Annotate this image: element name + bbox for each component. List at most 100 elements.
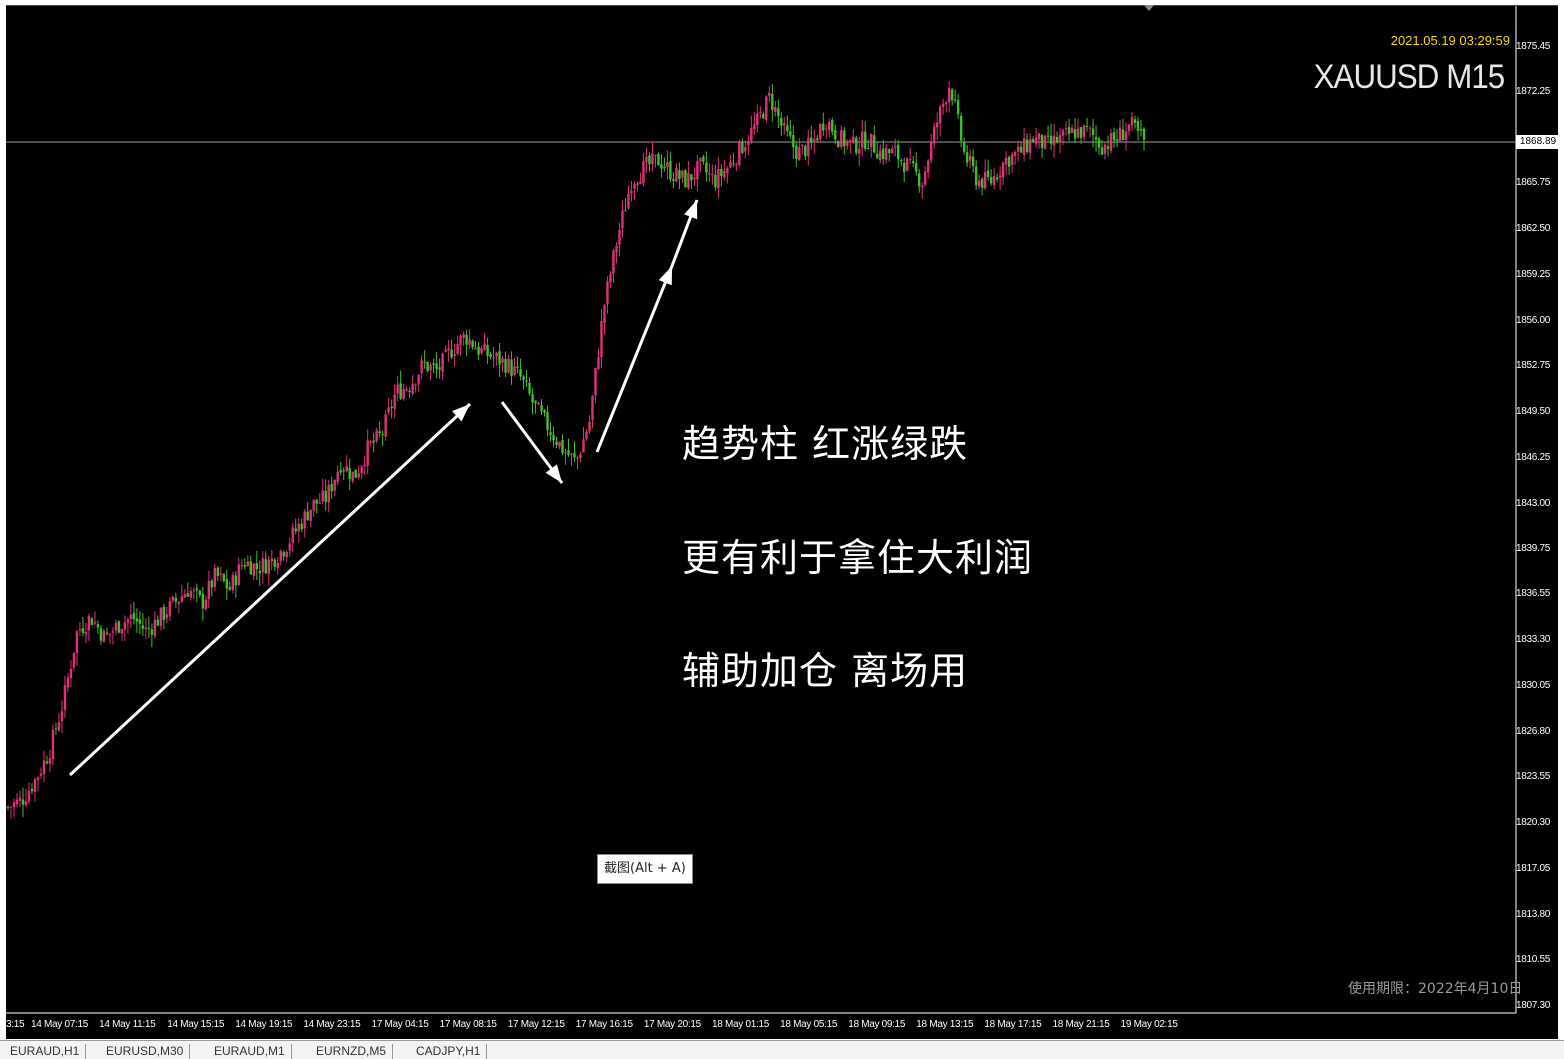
candle-bear: [965, 152, 969, 163]
candle-bull: [276, 563, 279, 568]
candle-bull: [630, 190, 633, 194]
candle-bear: [90, 618, 94, 625]
candle-bull: [93, 622, 97, 624]
candle-bull: [798, 147, 801, 161]
candle-bull: [1013, 152, 1017, 156]
x-tick-label: 19 May 02:15: [1120, 1019, 1178, 1030]
tab-euraud-m1[interactable]: EURAUD,M1: [208, 1044, 292, 1059]
candle-bear: [986, 170, 990, 178]
candle-bear: [837, 140, 840, 148]
y-tick-label: 1810.55: [1516, 954, 1551, 966]
candle-bull: [204, 599, 208, 610]
server-timestamp: 2021.05.19 03:29:59: [1390, 33, 1510, 48]
candle-bear: [438, 367, 441, 370]
candle-bull: [108, 633, 112, 635]
candle-bear: [477, 346, 480, 355]
candle-bull: [219, 573, 223, 575]
candle-bear: [450, 349, 453, 358]
candle-bull: [588, 421, 591, 432]
candle-bear: [162, 607, 166, 620]
candle-bull: [923, 171, 927, 185]
candle-bear: [873, 135, 876, 153]
candle-bull: [693, 177, 696, 180]
candle-bear: [720, 168, 723, 176]
candle-bear: [956, 99, 960, 115]
chart-window[interactable]: [6, 5, 1558, 1039]
screenshot-hint-tooltip: 截图(Alt + A): [597, 854, 693, 884]
candle-bull: [129, 614, 133, 620]
candle-bull: [237, 564, 240, 585]
candle-bull: [291, 527, 294, 543]
tab-eurusd-m30[interactable]: EURUSD,M30: [100, 1044, 191, 1059]
y-tick-label: 1826.80: [1516, 725, 1551, 737]
candle-bear: [489, 354, 492, 358]
candle-bull: [414, 384, 417, 386]
candle-bull: [363, 464, 366, 467]
candle-bear: [876, 153, 879, 159]
candle-bull: [885, 148, 888, 160]
candle-bull: [456, 344, 459, 354]
candle-bull: [396, 384, 399, 394]
candle-bull: [576, 457, 579, 459]
candle-bear: [105, 632, 109, 634]
candle-bull: [1016, 146, 1020, 152]
candle-bull: [123, 622, 127, 630]
candle-bull: [756, 113, 759, 126]
tab-eurnzd-m5[interactable]: EURNZD,M5: [310, 1044, 394, 1059]
symbol-label: XAUUSD M15: [1313, 58, 1505, 96]
candle-bear: [150, 629, 154, 635]
candle-bear: [915, 163, 918, 172]
chart-shift-marker-icon[interactable]: [1144, 5, 1154, 11]
tab-euraud-h1[interactable]: EURAUD,H1: [4, 1044, 87, 1059]
candle-bull: [1061, 130, 1065, 136]
candle-bull: [768, 92, 771, 96]
candle-bear: [962, 142, 966, 152]
candle-bull: [369, 441, 372, 443]
candle-bull: [366, 440, 369, 466]
candle-bull: [618, 229, 621, 245]
candle-bear: [1049, 135, 1053, 144]
candle-bull: [675, 168, 678, 182]
y-tick-label: 1836.55: [1516, 588, 1551, 600]
candle-bear: [273, 559, 276, 567]
candle-bear: [663, 167, 666, 169]
candle-bear: [486, 344, 489, 356]
candle-bull: [639, 181, 642, 184]
candle-bear: [900, 159, 903, 162]
candle-bear: [912, 161, 915, 164]
candle-bear: [30, 788, 34, 792]
x-tick-label: 17 May 12:15: [507, 1019, 565, 1030]
candle-bull: [944, 102, 948, 105]
candle-bear: [378, 431, 381, 434]
candle-bull: [51, 729, 55, 760]
candle-bear: [138, 619, 142, 624]
candle-bear: [249, 561, 252, 575]
candle-bull: [870, 133, 873, 147]
candle-bear: [678, 170, 681, 179]
candles-group: [6, 80, 1146, 819]
candle-bear: [135, 618, 139, 622]
candle-bear: [950, 89, 954, 101]
candle-bull: [126, 619, 130, 623]
candle-bull: [606, 281, 609, 304]
candle-bull: [72, 652, 76, 668]
candle-bull: [357, 473, 360, 478]
candle-bull: [1037, 133, 1041, 140]
annotation-arrow-line: [68, 402, 472, 777]
candle-bull: [932, 126, 936, 144]
candle-bull: [87, 616, 91, 631]
candle-bull: [564, 452, 567, 454]
candle-bull: [297, 523, 300, 532]
candle-bear: [792, 135, 795, 148]
candle-bear: [855, 137, 858, 153]
candle-bear: [243, 565, 246, 567]
candle-bull: [983, 171, 987, 189]
candle-bull: [1118, 127, 1122, 141]
candle-bear: [1055, 136, 1059, 143]
candle-bear: [1106, 146, 1110, 149]
current-price-tag: 1868.89: [1516, 135, 1560, 149]
candle-bull: [444, 349, 447, 352]
candle-bear: [980, 178, 984, 188]
tab-cadjpy-h1[interactable]: CADJPY,H1: [410, 1044, 488, 1059]
